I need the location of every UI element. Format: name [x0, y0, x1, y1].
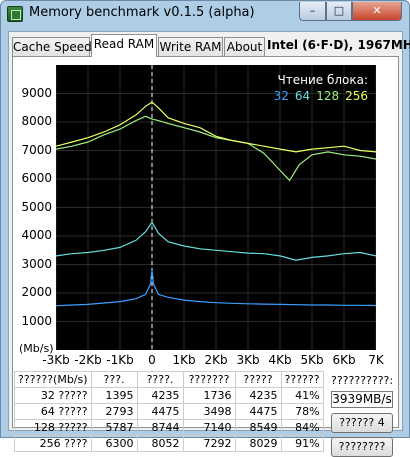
cpu-info-label: Intel (6·F·D), 1967MHz — [267, 38, 410, 52]
x-tick-label: 5Kb — [300, 353, 324, 367]
y-tick-label: 3000 — [21, 256, 52, 271]
series-line-128 — [56, 115, 376, 182]
tab-strip: Cache Speed Read RAM Write RAM About Int… — [9, 34, 410, 57]
tab-cache-speed[interactable]: Cache Speed — [12, 37, 92, 56]
table-header-cell: ??????? — [182, 371, 236, 388]
y-tick-label: 7000 — [21, 142, 52, 157]
read-ram-panel: 9000 8000 7000 6000 5000 4000 3000 2000 1000 (Mb… — [12, 56, 399, 457]
legend-title: Чтение блока: — [277, 73, 369, 87]
table-cell: 84% — [280, 419, 324, 436]
x-tick-label: -1Kb — [106, 353, 134, 367]
series-line-256 — [56, 101, 376, 153]
series-line-32 — [56, 270, 376, 307]
threads-button[interactable]: ?????? 4 — [331, 413, 393, 433]
y-tick-label: 1000 — [21, 313, 52, 328]
table-header-cell: ??????(Mb/s) — [14, 371, 92, 388]
window-title: Memory benchmark v0.1.5 (alpha) — [29, 5, 255, 20]
y-tick-label: 6000 — [21, 171, 52, 185]
x-tick-label: -2Kb — [74, 353, 102, 367]
close-button[interactable]: ✕ — [352, 2, 402, 21]
y-tick-label: 2000 — [21, 285, 52, 299]
table-row: 64 ????? 2793 4475 3498 4475 78% — [14, 403, 324, 420]
legend-item-256: 256 — [345, 89, 368, 103]
table-cell: 4235 — [234, 387, 282, 404]
x-tick-label: -3Kb — [42, 353, 70, 367]
tab-about[interactable]: About — [224, 37, 265, 56]
table-header-row: ??????(Mb/s) ???. ????. ??????? ????? ??… — [14, 371, 324, 388]
table-cell: 8744 — [136, 419, 184, 436]
overall-speed-label: ??????????: — [331, 374, 394, 387]
minimize-button[interactable]: – — [299, 2, 326, 21]
table-cell: 7140 — [182, 419, 236, 436]
x-tick-label: 3Kb — [236, 353, 260, 367]
table-cell: 4235 — [136, 387, 184, 404]
tab-write-ram[interactable]: Write RAM — [158, 37, 223, 56]
legend-item-32: 32 — [273, 89, 289, 103]
table-cell: 2793 — [90, 403, 138, 420]
legend-item-128: 128 — [316, 89, 340, 103]
table-cell: 1736 — [182, 387, 236, 404]
table-cell: 32 ????? — [14, 387, 92, 404]
table-cell: 64 ????? — [14, 403, 92, 420]
table-cell: 8549 — [234, 419, 282, 436]
table-cell: 41% — [280, 387, 324, 404]
overall-speed-value: 3939MB/s — [331, 391, 393, 408]
series-line-64 — [56, 221, 376, 261]
table-header-cell: ????. — [136, 371, 184, 388]
x-tick-label: 0 — [148, 353, 156, 367]
x-tick-label: 2Kb — [204, 353, 228, 367]
legend: 32 64 128 256 — [268, 89, 368, 103]
x-tick-label: 7K — [368, 353, 384, 367]
legend-item-64: 64 — [294, 89, 311, 103]
results-table: ??????(Mb/s) ???. ????. ??????? ????? ??… — [14, 371, 324, 452]
table-cell: 5787 — [90, 419, 138, 436]
table-cell: 78% — [280, 403, 324, 420]
table-header-cell: ???. — [90, 371, 138, 388]
x-tick-label: 4Kb — [268, 353, 292, 367]
y-tick-label: 5000 — [21, 199, 52, 214]
app-icon — [7, 6, 23, 22]
y-tick-label: 9000 — [21, 85, 52, 100]
y-tick-label: 8000 — [21, 114, 52, 128]
table-header-cell: ????? — [234, 371, 282, 388]
table-cell: 1395 — [90, 387, 138, 404]
table-header-cell: ?????? — [280, 371, 324, 388]
title-bar[interactable]: Memory benchmark v0.1.5 (alpha) – □ ✕ — [1, 1, 409, 27]
table-cell: 4475 — [234, 403, 282, 420]
chart-svg — [56, 65, 376, 350]
x-tick-label: 1Kb — [172, 353, 196, 367]
table-cell: 4475 — [136, 403, 184, 420]
y-tick-label: 4000 — [21, 228, 52, 242]
table-cell: 3498 — [182, 403, 236, 420]
table-row: 128 ????? 5787 8744 7140 8549 84% — [14, 419, 324, 436]
tab-read-ram[interactable]: Read RAM — [91, 34, 157, 57]
table-cell: 128 ????? — [14, 419, 92, 436]
run-benchmark-button[interactable]: ???????? — [331, 437, 393, 457]
x-tick-label: 6Kb — [332, 353, 356, 367]
bandwidth-chart: Чтение блока: 32 64 128 256 — [56, 65, 376, 350]
y-axis-unit: (Mb/s) — [19, 342, 54, 355]
client-area: Cache Speed Read RAM Write RAM About Int… — [8, 31, 410, 457]
maximize-button[interactable]: □ — [326, 2, 352, 21]
table-row: 32 ????? 1395 4235 1736 4235 41% — [14, 387, 324, 404]
